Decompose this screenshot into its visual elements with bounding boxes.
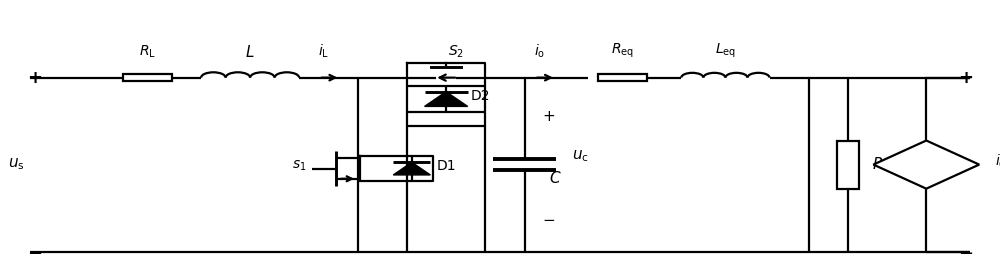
Text: $i_{\mathrm{cpl}}$: $i_{\mathrm{cpl}}$ [995,152,1000,171]
Text: $s_1$: $s_1$ [292,159,307,173]
Text: $R_{\mathrm{o}}$: $R_{\mathrm{o}}$ [872,155,891,174]
Bar [598,74,647,81]
Text: D2: D2 [471,89,490,103]
Text: $L_{\mathrm{eq}}$: $L_{\mathrm{eq}}$ [715,42,736,60]
Text: D1: D1 [436,159,456,173]
Text: $u_{\mathrm{s}}$: $u_{\mathrm{s}}$ [8,157,25,173]
Text: $S_2$: $S_2$ [448,44,464,60]
Text: $R_{\mathrm{eq}}$: $R_{\mathrm{eq}}$ [611,42,634,60]
Text: +: + [958,69,973,87]
Polygon shape [425,92,468,106]
Text: $L$: $L$ [245,44,255,60]
Bar [837,141,859,189]
Text: $u_{\mathrm{c}}$: $u_{\mathrm{c}}$ [572,149,588,164]
Text: $i_{\mathrm{L}}$: $i_{\mathrm{L}}$ [318,43,329,60]
Polygon shape [393,162,430,175]
Text: $i_{\mathrm{o}}$: $i_{\mathrm{o}}$ [534,43,545,60]
Text: $-$: $-$ [27,242,42,260]
Text: $-$: $-$ [958,242,973,260]
Text: +: + [543,109,555,124]
Text: $C$: $C$ [549,170,562,186]
Polygon shape [873,141,979,189]
Text: +: + [27,69,42,87]
Bar [123,74,172,81]
Text: $R_{\mathrm{L}}$: $R_{\mathrm{L}}$ [139,44,156,60]
Text: $-$: $-$ [542,210,556,225]
